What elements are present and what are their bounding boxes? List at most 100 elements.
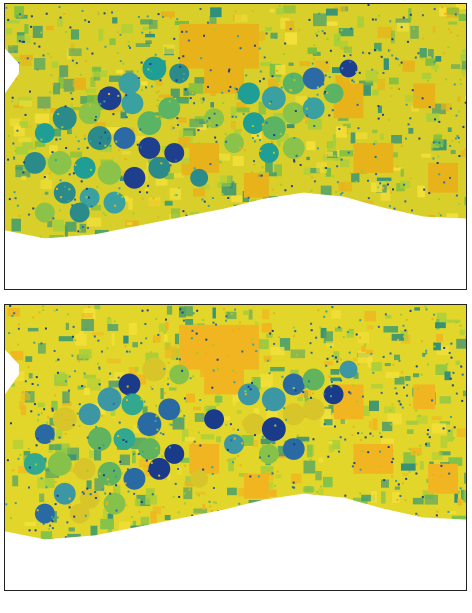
field-patch bbox=[142, 523, 148, 534]
speckle bbox=[167, 383, 170, 386]
speckle bbox=[209, 163, 212, 166]
speckle bbox=[9, 44, 12, 47]
field-patch bbox=[210, 102, 214, 108]
speckle bbox=[293, 136, 296, 139]
field-patch bbox=[324, 419, 333, 426]
speckle bbox=[84, 19, 87, 22]
field-patch bbox=[400, 168, 404, 177]
field-patch bbox=[185, 319, 194, 328]
speckle bbox=[461, 399, 464, 402]
speckle bbox=[65, 146, 68, 149]
speckle bbox=[396, 58, 399, 61]
speckle bbox=[143, 400, 146, 403]
speckle bbox=[190, 337, 193, 340]
speckle bbox=[42, 309, 45, 312]
speckle bbox=[156, 428, 159, 431]
speckle bbox=[181, 369, 184, 372]
field-patch bbox=[243, 310, 249, 316]
speckle bbox=[251, 378, 254, 381]
field-patch bbox=[322, 408, 332, 419]
speckle bbox=[459, 487, 462, 490]
speckle bbox=[80, 180, 83, 183]
speckle bbox=[115, 140, 118, 143]
pivot-field bbox=[204, 409, 225, 430]
field-patch bbox=[100, 518, 114, 530]
speckle bbox=[427, 73, 430, 76]
speckle bbox=[392, 457, 395, 460]
speckle bbox=[458, 490, 461, 493]
field-patch bbox=[435, 364, 448, 376]
field-patch bbox=[258, 31, 266, 41]
speckle bbox=[326, 37, 329, 40]
pivot-field bbox=[142, 357, 167, 382]
field-patch bbox=[260, 438, 276, 445]
field-patch bbox=[368, 421, 372, 429]
speckle bbox=[458, 155, 461, 158]
speckle bbox=[452, 437, 455, 440]
speckle bbox=[201, 198, 204, 201]
speckle bbox=[376, 160, 379, 163]
speckle bbox=[415, 463, 418, 466]
field-patch bbox=[9, 383, 16, 387]
speckle bbox=[257, 475, 260, 478]
pivot-field bbox=[282, 137, 305, 159]
field-patch bbox=[52, 82, 61, 95]
field-patch bbox=[89, 449, 98, 459]
pivot-field bbox=[190, 168, 209, 187]
field-patch bbox=[456, 338, 466, 349]
speckle bbox=[78, 424, 81, 427]
field-patch bbox=[107, 528, 112, 540]
speckle bbox=[340, 29, 343, 32]
field-patch bbox=[275, 474, 282, 479]
speckle bbox=[387, 446, 390, 448]
speckle bbox=[359, 438, 362, 441]
speckle bbox=[420, 373, 423, 376]
speckle bbox=[391, 38, 394, 41]
speckle bbox=[425, 308, 428, 311]
speckle bbox=[75, 62, 78, 65]
speckle bbox=[431, 399, 434, 402]
speckle bbox=[157, 215, 160, 218]
speckle bbox=[179, 308, 182, 311]
speckle bbox=[298, 29, 301, 32]
speckle bbox=[255, 47, 258, 50]
field-patch bbox=[421, 72, 432, 80]
speckle bbox=[51, 409, 54, 412]
speckle bbox=[195, 332, 198, 335]
speckle bbox=[215, 124, 218, 127]
speckle bbox=[86, 436, 89, 439]
speckle bbox=[437, 133, 440, 136]
speckle bbox=[302, 391, 305, 394]
speckle bbox=[425, 349, 428, 352]
field-patch bbox=[268, 78, 279, 90]
speckle bbox=[226, 459, 229, 462]
speckle bbox=[310, 351, 313, 354]
urban-block bbox=[243, 473, 269, 499]
pivot-field bbox=[73, 457, 96, 480]
speckle bbox=[313, 58, 316, 61]
speckle bbox=[114, 204, 117, 207]
speckle bbox=[205, 338, 208, 341]
speckle bbox=[183, 464, 186, 467]
speckle bbox=[392, 363, 395, 366]
speckle bbox=[415, 512, 418, 515]
speckle bbox=[261, 123, 264, 126]
speckle bbox=[284, 42, 287, 45]
speckle bbox=[273, 342, 276, 345]
speckle bbox=[229, 423, 232, 426]
speckle bbox=[43, 176, 46, 179]
field-patch bbox=[94, 448, 102, 461]
speckle bbox=[94, 490, 97, 493]
field-patch bbox=[87, 378, 101, 391]
speckle bbox=[324, 74, 327, 77]
field-patch bbox=[232, 155, 244, 166]
speckle bbox=[459, 324, 462, 327]
speckle bbox=[208, 122, 211, 125]
speckle bbox=[141, 68, 144, 71]
field-patch bbox=[343, 46, 352, 54]
field-patch bbox=[98, 28, 104, 41]
speckle bbox=[66, 521, 69, 524]
pivot-field bbox=[204, 108, 225, 129]
speckle bbox=[434, 69, 437, 72]
field-patch bbox=[52, 511, 57, 523]
